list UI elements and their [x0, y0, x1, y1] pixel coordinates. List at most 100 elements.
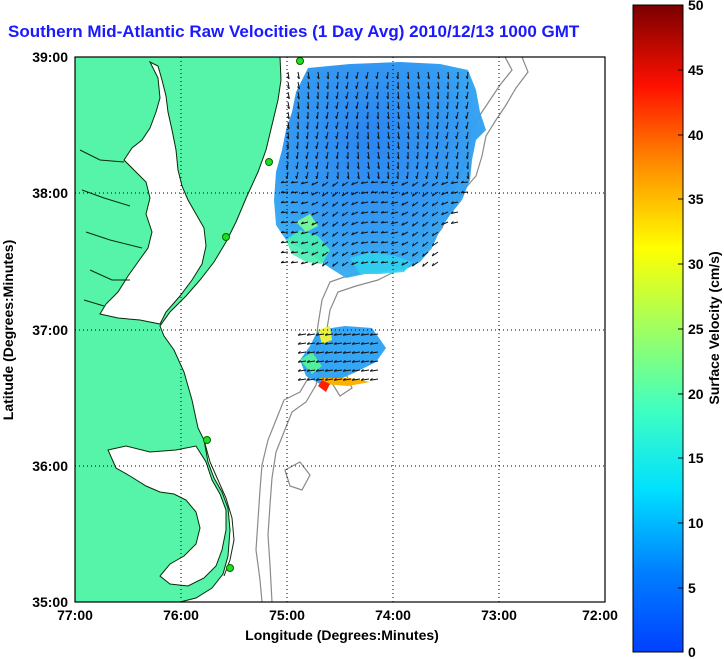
velocity-arrow-head	[365, 95, 368, 100]
velocity-arrow-head	[300, 241, 304, 245]
velocity-arrow	[351, 191, 359, 196]
velocity-arrow-head	[369, 360, 373, 363]
velocity-arrow	[325, 369, 334, 372]
velocity-arrow-head	[425, 155, 428, 160]
velocity-arrow-head	[360, 231, 364, 234]
velocity-arrow	[343, 342, 352, 345]
velocity-arrow	[436, 171, 439, 179]
velocity-arrow-head	[406, 76, 410, 80]
velocity-arrow	[397, 151, 400, 160]
velocity-arrow-head	[416, 76, 420, 80]
velocity-arrow	[441, 221, 449, 226]
velocity-arrow-head	[355, 115, 358, 120]
y-tick-label: 35:00	[32, 594, 68, 610]
velocity-arrow	[466, 71, 469, 80]
velocity-arrow	[370, 369, 379, 372]
velocity-arrow	[427, 91, 430, 99]
velocity-arrow	[451, 221, 459, 225]
velocity-arrow-head	[311, 202, 314, 206]
velocity-arrow	[351, 221, 359, 226]
velocity-arrow-head	[332, 193, 335, 197]
velocity-arrow-head	[386, 176, 390, 180]
velocity-arrow	[437, 71, 440, 79]
velocity-patch-green	[286, 230, 330, 264]
velocity-arrow	[391, 211, 399, 215]
velocity-arrow	[307, 71, 310, 79]
velocity-arrow-head	[366, 136, 369, 140]
velocity-arrow-head	[297, 360, 301, 363]
velocity-arrow-head	[431, 263, 435, 267]
velocity-arrow-head	[306, 378, 310, 381]
velocity-arrow	[356, 81, 359, 89]
velocity-arrow	[401, 251, 409, 256]
velocity-arrow-head	[456, 76, 459, 80]
velocity-arrow-head	[360, 211, 364, 214]
velocity-arrow-head	[324, 360, 328, 363]
velocity-arrow	[380, 191, 389, 194]
velocity-arrow	[380, 241, 389, 244]
velocity-arrow	[387, 161, 390, 169]
velocity-arrow-head	[341, 223, 345, 227]
x-tick-label: 72:00	[582, 607, 618, 623]
outer-banks	[203, 439, 235, 577]
velocity-arrow	[332, 261, 339, 267]
velocity-arrow	[296, 171, 299, 179]
velocity-arrow-head	[324, 369, 328, 372]
velocity-arrow-head	[335, 135, 338, 140]
velocity-arrow	[343, 378, 352, 381]
velocity-arrow-head	[441, 212, 444, 216]
velocity-arrow	[466, 111, 469, 119]
velocity-arrow-head	[465, 85, 468, 90]
velocity-arrow-head	[396, 166, 399, 170]
velocity-arrow-head	[360, 251, 364, 254]
velocity-arrow-head	[365, 75, 368, 80]
velocity-arrow-head	[342, 378, 346, 381]
velocity-arrow-head	[286, 86, 290, 90]
velocity-arrow-head	[290, 230, 294, 234]
velocity-arrow	[332, 231, 339, 237]
velocity-arrow-head	[431, 183, 435, 187]
velocity-arrow-head	[280, 180, 284, 184]
velocity-arrow	[380, 231, 389, 234]
colorbar-tick-label: 25	[688, 321, 704, 337]
velocity-arrow	[332, 251, 339, 257]
velocity-arrow-head	[280, 240, 284, 244]
velocity-arrow-head	[346, 176, 350, 180]
velocity-arrow-head	[351, 378, 355, 381]
velocity-arrow-head	[315, 116, 318, 120]
velocity-arrow-head	[345, 135, 348, 140]
velocity-arrow-head	[431, 193, 435, 197]
velocity-arrow	[431, 181, 439, 187]
velocity-arrow-head	[306, 106, 309, 110]
velocity-arrow-head	[386, 156, 390, 160]
velocity-arrow-head	[387, 136, 390, 140]
velocity-arrow	[280, 201, 289, 204]
velocity-arrow	[377, 141, 380, 149]
velocity-arrow	[306, 131, 309, 140]
velocity-arrow-head	[300, 251, 304, 255]
velocity-arrow-head	[351, 182, 354, 186]
velocity-arrow-head	[436, 86, 440, 90]
velocity-arrow-head	[445, 175, 448, 180]
velocity-arrow-head	[332, 253, 335, 257]
velocity-arrow-head	[406, 136, 410, 140]
velocity-arrow	[441, 201, 449, 206]
velocity-arrow-head	[342, 333, 346, 336]
velocity-arrow	[343, 333, 352, 336]
velocity-arrow	[352, 369, 361, 372]
velocity-arrow	[307, 342, 316, 345]
velocity-arrow-head	[386, 126, 390, 130]
velocity-arrow-head	[321, 263, 325, 267]
velocity-arrow-head	[333, 369, 337, 372]
velocity-arrow-head	[422, 203, 425, 207]
velocity-arrow-head	[297, 369, 301, 372]
velocity-arrow-head	[345, 105, 348, 110]
velocity-arrow	[380, 181, 389, 184]
velocity-arrow-head	[345, 95, 348, 100]
velocity-arrow	[446, 141, 449, 149]
velocity-arrow-head	[316, 86, 320, 90]
velocity-arrow-head	[296, 116, 300, 120]
velocity-arrow-head	[345, 85, 348, 90]
velocity-arrow-head	[445, 145, 448, 150]
velocity-arrow-head	[306, 369, 310, 372]
